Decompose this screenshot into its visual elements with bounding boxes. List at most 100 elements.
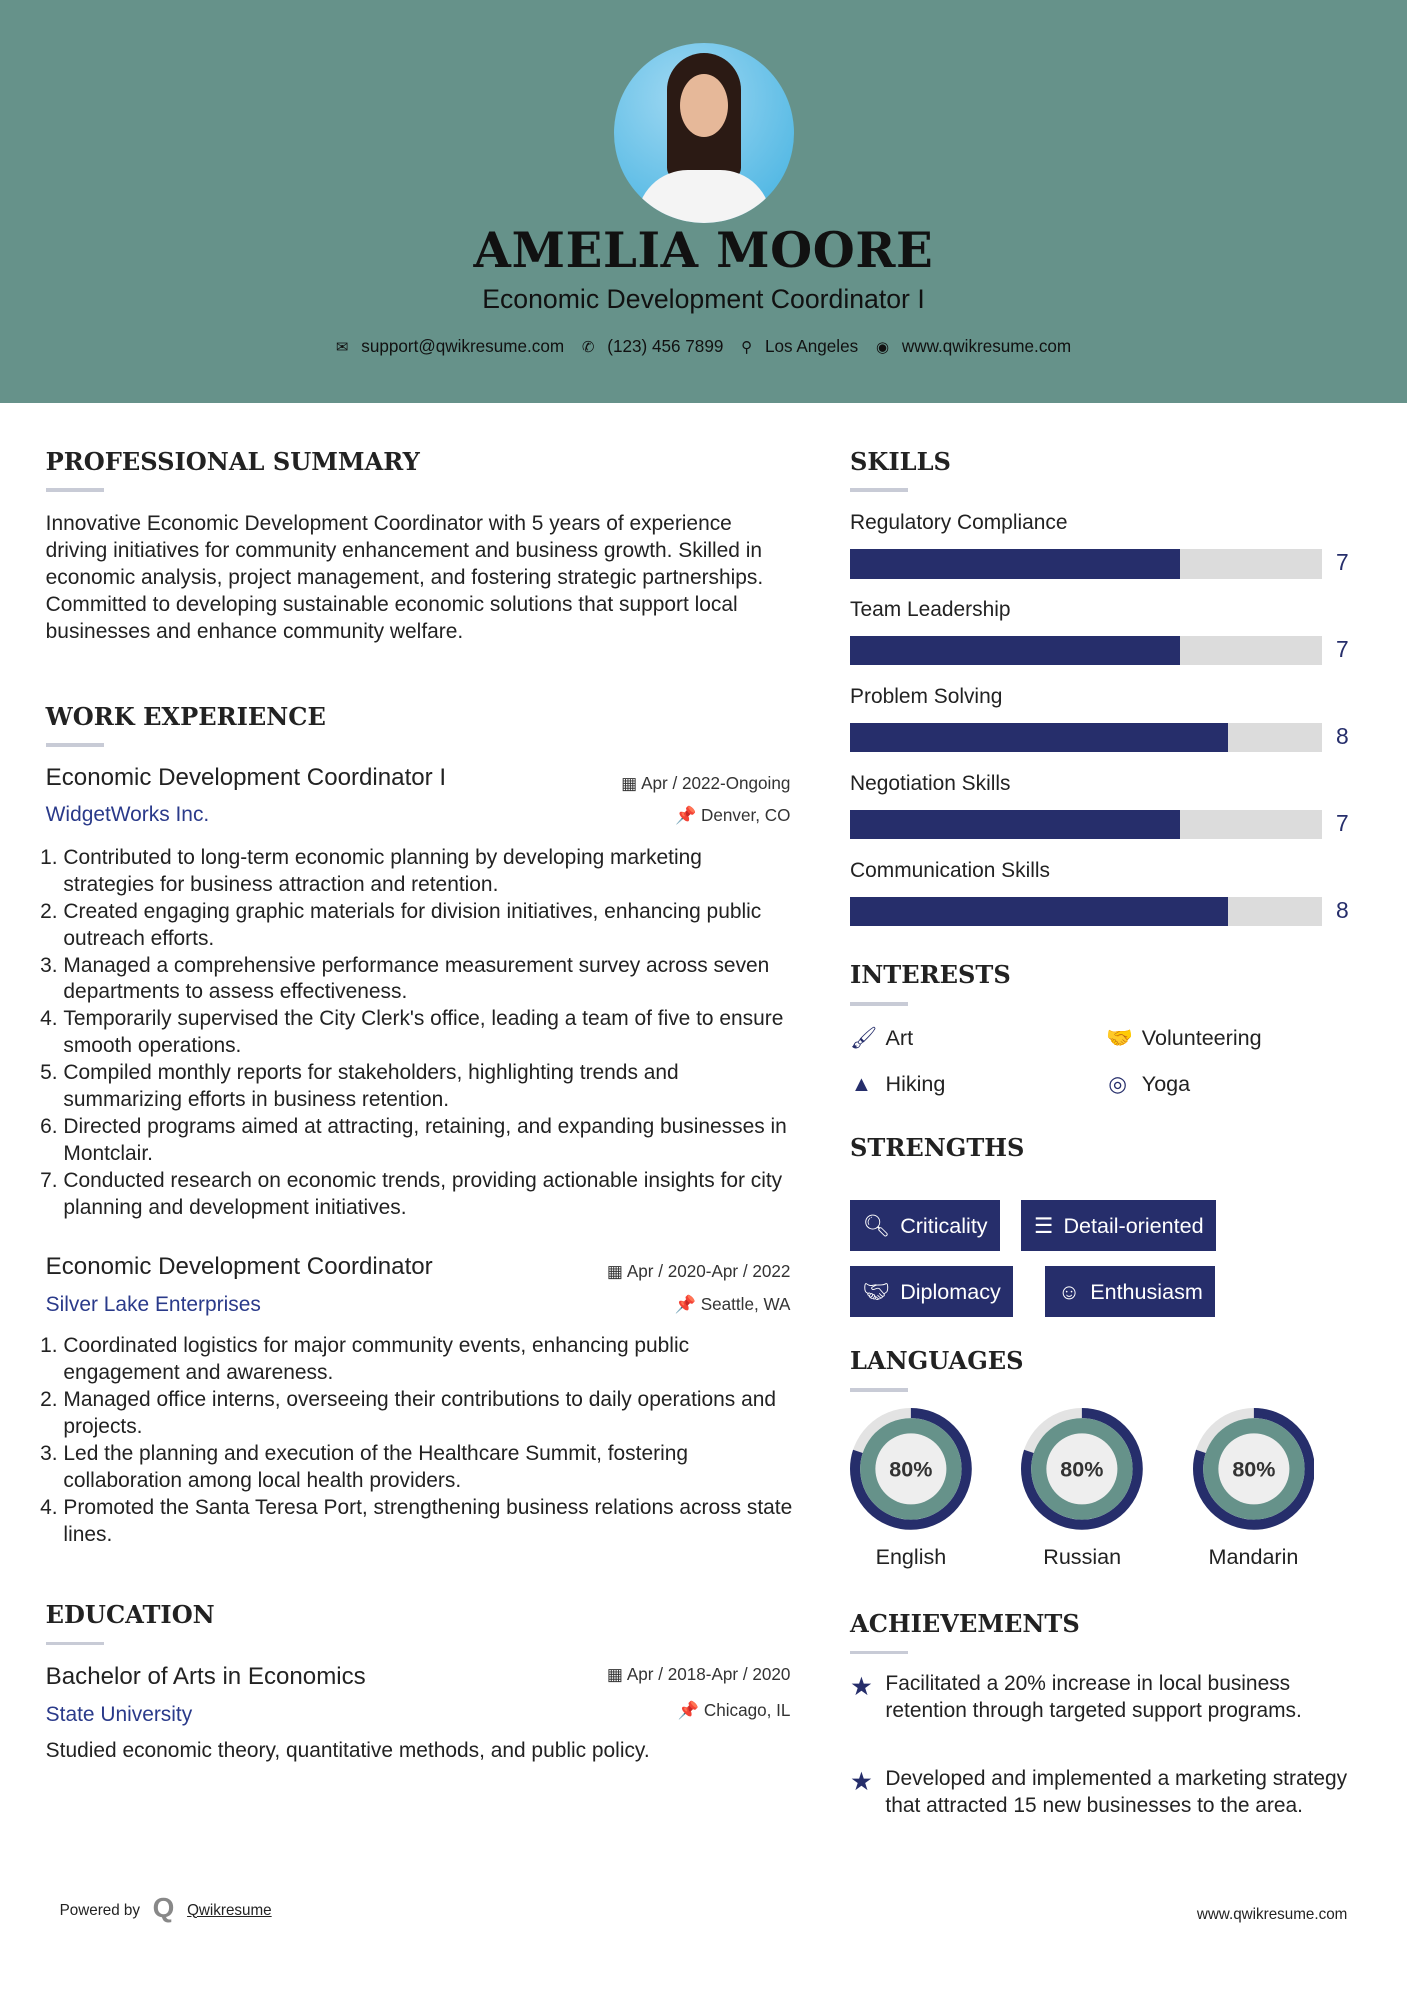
skill-bar: [850, 723, 1322, 753]
skills-heading: SKILLS: [850, 446, 951, 476]
education-text: Studied economic theory, quantitative me…: [45, 1739, 650, 1763]
job-bullet: Managed a comprehensive performance meas…: [63, 953, 796, 1007]
language-donut: 80%: [1021, 1408, 1144, 1531]
footer-url[interactable]: www.qwikresume.com: [1196, 1905, 1348, 1923]
globe-icon: ◉: [875, 339, 890, 357]
candidate-name: AMELIA MOORE: [473, 223, 934, 280]
summary-heading: PROFESSIONAL SUMMARY: [45, 446, 420, 476]
divider: [45, 488, 105, 493]
education-heading: EDUCATION: [45, 1599, 215, 1629]
phone-icon: ✆: [581, 339, 595, 357]
calendar-icon: ▦: [621, 773, 642, 793]
calendar-icon: ▦: [606, 1664, 627, 1684]
company-name: Silver Lake Enterprises: [45, 1292, 261, 1316]
language-label: Mandarin: [1208, 1544, 1299, 1569]
skill-value: 7: [1335, 636, 1349, 663]
skill-value: 8: [1335, 723, 1349, 750]
summary-text: Innovative Economic Development Coordina…: [45, 512, 764, 643]
list-icon: ☰: [1033, 1212, 1054, 1238]
lifering-icon: ◎: [1108, 1070, 1128, 1096]
pin-icon: 📌: [677, 1701, 704, 1721]
skill-bar: [850, 810, 1322, 840]
skill-value: 8: [1335, 896, 1349, 923]
language-label: English: [875, 1544, 947, 1569]
job-title: Economic Development Coordinator: [45, 1253, 433, 1281]
contact-phone: (123) 456 7899: [607, 337, 724, 357]
strength-tag: ☰ Detail-oriented: [1021, 1200, 1217, 1251]
divider: [45, 743, 105, 748]
language-percent: 80%: [889, 1457, 932, 1482]
job-bullets: Coordinated logistics for major communit…: [46, 1333, 797, 1548]
education-date: ▦ Apr / 2018-Apr / 2020: [606, 1664, 791, 1684]
skill-bar-fill: [850, 896, 1228, 927]
job-bullets: Contributed to long-term economic planni…: [46, 845, 797, 1221]
language-donut: 80%: [850, 1408, 972, 1531]
skill-label: Problem Solving: [850, 685, 1003, 709]
divider: [850, 1650, 909, 1655]
brand-link[interactable]: Qwikresume: [187, 1901, 272, 1919]
job-bullet: Temporarily supervised the City Clerk's …: [63, 1006, 796, 1060]
star-icon: ★: [850, 1672, 873, 1701]
language-progress: [850, 1408, 972, 1531]
job-bullet: Led the planning and execution of the He…: [63, 1441, 796, 1495]
job-location: 📌 Denver, CO: [674, 805, 791, 825]
strength-tag: ☺ Enthusiasm: [1045, 1266, 1216, 1317]
skill-bar-fill: [850, 723, 1228, 753]
skill-bar: [850, 896, 1322, 927]
skill-bar-fill: [850, 636, 1181, 666]
pin-icon: 📌: [674, 1295, 701, 1315]
job-bullet: Created engaging graphic materials for d…: [63, 899, 796, 953]
strengths-heading: STRENGTHS: [850, 1132, 1025, 1162]
language-percent: 80%: [1061, 1457, 1104, 1482]
job-bullet: Promoted the Santa Teresa Port, strength…: [63, 1495, 796, 1549]
degree: Bachelor of Arts in Economics: [45, 1663, 366, 1691]
job-bullet: Conducted research on economic trends, p…: [63, 1168, 796, 1222]
interests-heading: INTERESTS: [850, 960, 1011, 990]
job-bullet: Contributed to long-term economic planni…: [63, 845, 796, 899]
search-icon: 🔍︎: [862, 1212, 891, 1238]
profile-photo: [614, 43, 795, 224]
star-icon: ★: [850, 1768, 873, 1797]
interest-yoga: ◎ Yoga: [1108, 1070, 1191, 1096]
pin-icon: 📌: [674, 805, 702, 825]
divider: [850, 1002, 909, 1007]
handshake-icon: 🤝: [1106, 1025, 1134, 1051]
interest-art: 🖌 Art: [850, 1025, 914, 1051]
tree-icon: ▲: [850, 1070, 873, 1096]
job-bullet: Managed office interns, overseeing their…: [63, 1387, 796, 1441]
contact-row: ✉ support@qwikresume.com ✆ (123) 456 7899 …: [0, 337, 1407, 357]
calendar-icon: ▦: [606, 1262, 627, 1282]
achievement-item: ★ Developed and implemented a marketing s…: [850, 1766, 1357, 1820]
language-label: Russian: [1043, 1544, 1122, 1569]
skill-bar: [850, 636, 1322, 666]
skill-value: 7: [1335, 810, 1349, 837]
skill-label: Negotiation Skills: [850, 772, 1011, 795]
contact-website[interactable]: www.qwikresume.com: [901, 337, 1072, 357]
job-location: 📌 Seattle, WA: [674, 1295, 791, 1315]
company-name: WidgetWorks Inc.: [45, 803, 210, 827]
divider: [850, 488, 909, 493]
divider: [850, 1387, 909, 1392]
skill-label: Regulatory Compliance: [850, 511, 1068, 535]
skill-bar-fill: [850, 810, 1181, 840]
handshake-icon: 🤝︎: [862, 1278, 891, 1304]
job-date: ▦ Apr / 2020-Apr / 2022: [606, 1262, 791, 1282]
envelope-icon: ✉: [335, 339, 349, 357]
education-location: 📌 Chicago, IL: [677, 1701, 791, 1721]
skill-bar-fill: [850, 549, 1181, 579]
interest-volunteering: 🤝 Volunteering: [1106, 1025, 1262, 1051]
job-title: Economic Development Coordinator I: [45, 763, 447, 791]
language-donut: 80%: [1192, 1408, 1315, 1531]
experience-heading: WORK EXPERIENCE: [45, 701, 326, 731]
qwikresume-logo-icon: Q: [152, 1891, 175, 1923]
language-progress: [1021, 1408, 1144, 1531]
job-bullet: Coordinated logistics for major communit…: [63, 1333, 796, 1387]
interest-hiking: ▲ Hiking: [850, 1070, 946, 1096]
job-date: ▦ Apr / 2022-Ongoing: [621, 773, 791, 793]
divider: [45, 1641, 105, 1646]
strength-tag: 🤝︎ Diplomacy: [850, 1266, 1014, 1317]
language-progress: [1192, 1408, 1315, 1531]
paintbrush-icon: 🖌: [850, 1025, 878, 1051]
contact-email[interactable]: support@qwikresume.com: [361, 337, 565, 357]
school-name: State University: [45, 1702, 193, 1726]
